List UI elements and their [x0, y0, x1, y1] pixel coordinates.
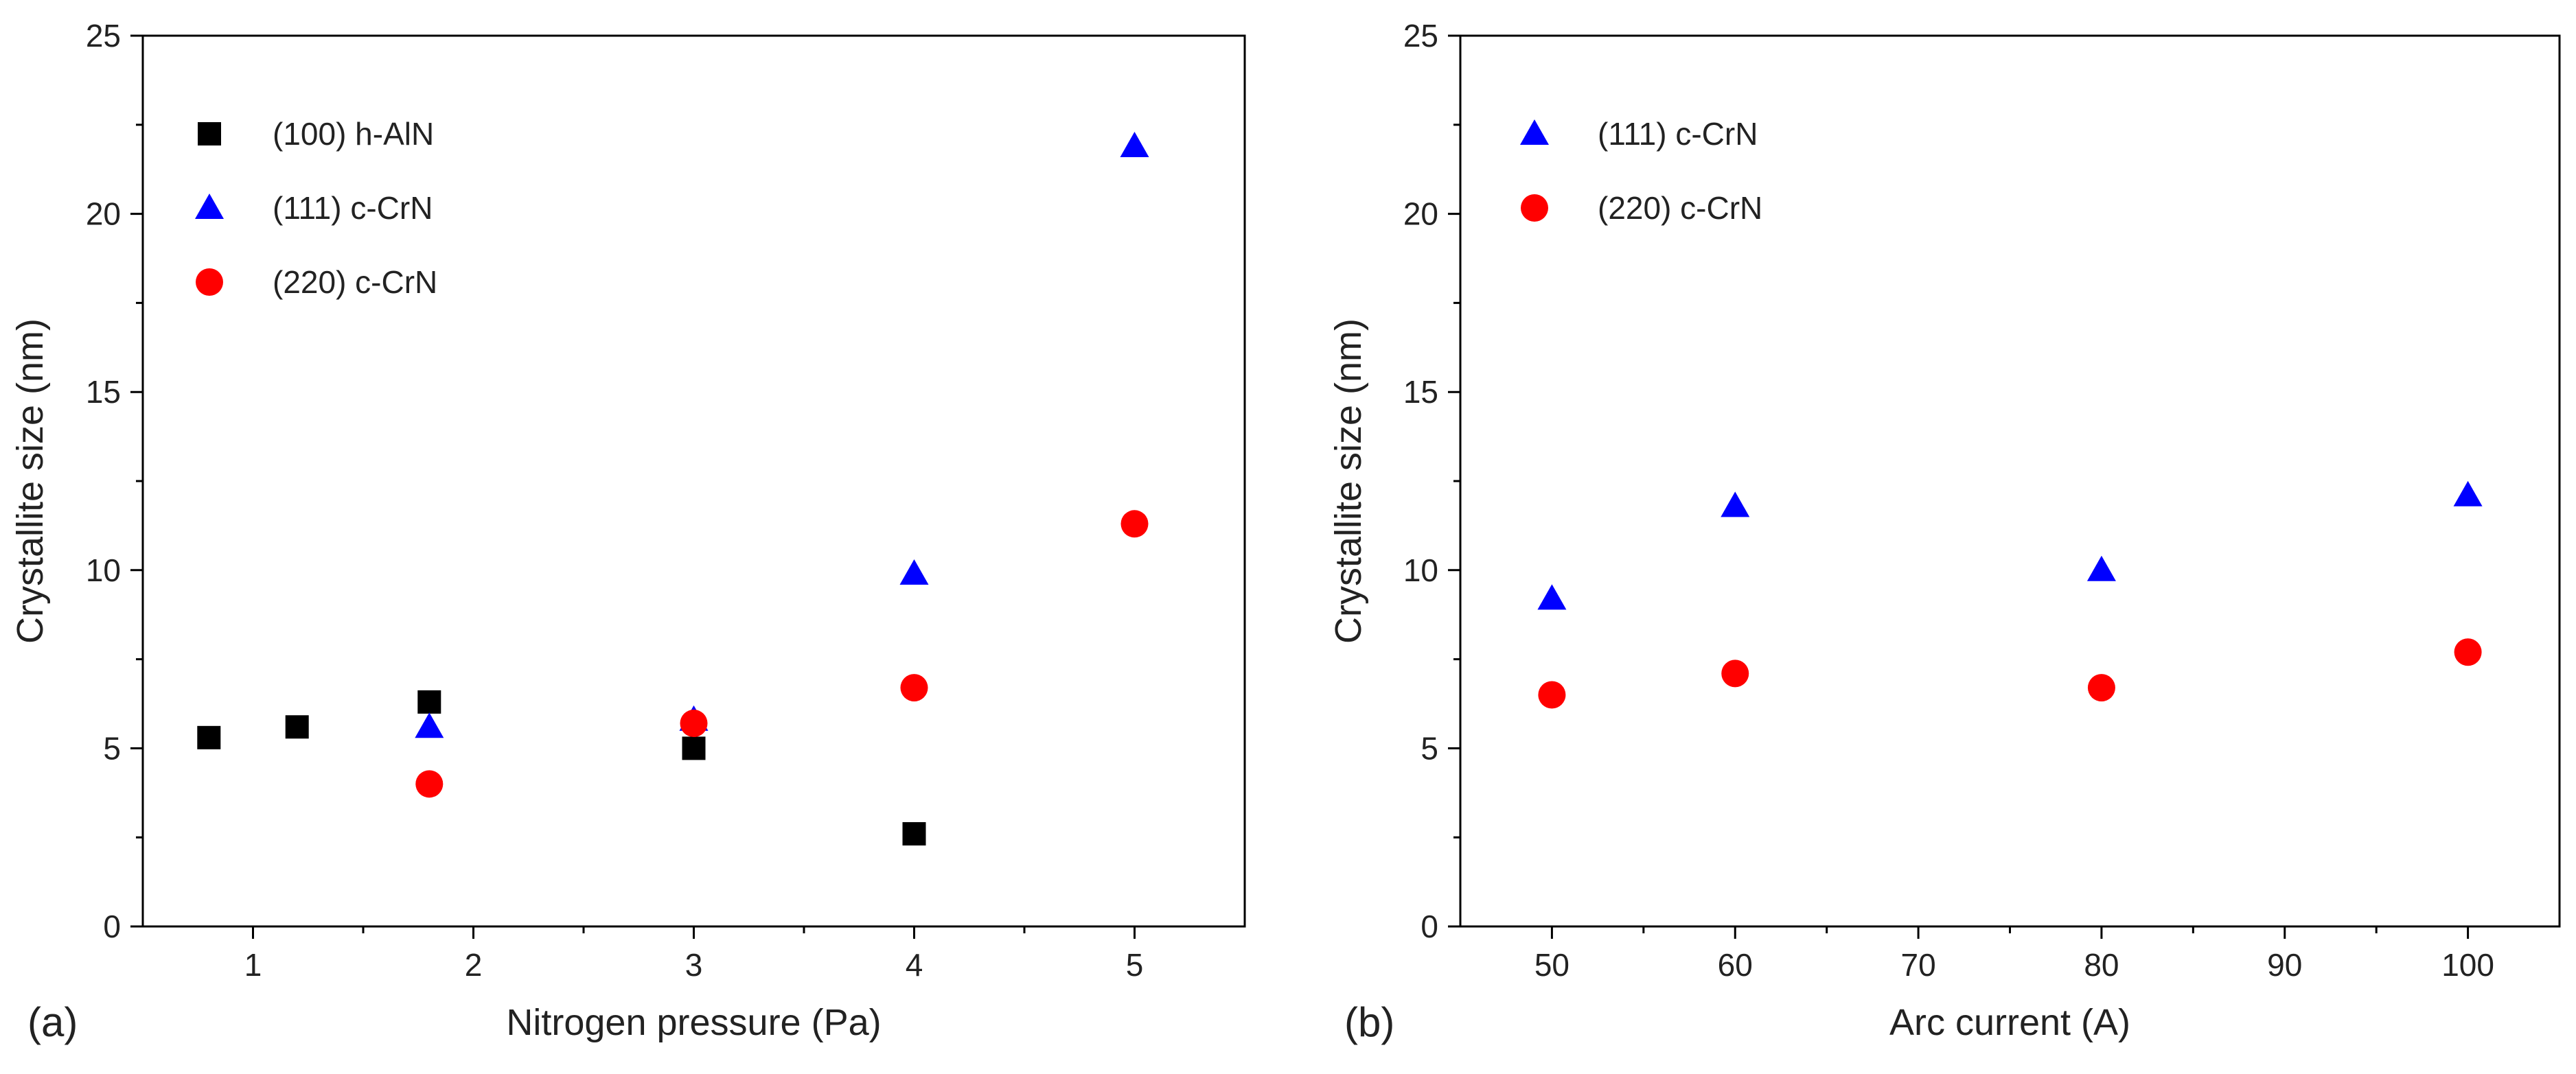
x-tick-label: 3 [685, 947, 703, 983]
y-tick-label: 5 [103, 730, 121, 766]
data-point [417, 690, 441, 714]
data-point [1120, 131, 1149, 157]
x-tick-label: 100 [2441, 947, 2494, 983]
plot-frame [1459, 34, 2561, 928]
legend-label: (220) c-CrN [273, 264, 437, 300]
legend-label: (111) c-CrN [273, 190, 433, 226]
y-tick-label: 20 [1403, 196, 1438, 232]
legend-label: (220) c-CrN [1598, 190, 1762, 226]
data-point [2086, 555, 2116, 581]
y-tick-label: 10 [1403, 552, 1438, 588]
data-point [197, 725, 221, 749]
legend-marker [1520, 119, 1549, 145]
data-point [2453, 480, 2483, 506]
x-tick-label: 70 [1900, 947, 1935, 983]
y-tick-label: 15 [86, 374, 121, 410]
data-point [1721, 659, 1749, 688]
panel-label: (b) [1344, 999, 1394, 1045]
data-point [902, 822, 926, 846]
y-axis-title: Crystallite size (nm) [10, 318, 51, 644]
data-point [1120, 510, 1149, 538]
legend-marker [198, 122, 221, 145]
data-point [899, 559, 929, 585]
y-tick-label: 5 [1421, 730, 1438, 766]
x-tick-label: 60 [1718, 947, 1753, 983]
x-axis-title: Arc current (A) [1889, 1002, 2130, 1043]
data-point [1537, 584, 1567, 610]
x-tick-label: 2 [465, 947, 483, 983]
legend-label: (111) c-CrN [1598, 116, 1758, 152]
chart-panel-a: 0 5 10 15 20 25 1 2 3 4 5 Nitrogen pressure (Pa) Cry… [10, 18, 1246, 1045]
data-point [2454, 638, 2482, 666]
data-point [415, 712, 444, 738]
panel-label: (a) [27, 999, 78, 1045]
data-point [2087, 674, 2115, 702]
y-tick-label: 25 [86, 18, 121, 54]
data-point [1721, 491, 1750, 517]
y-tick-label: 15 [1403, 374, 1438, 410]
y-tick-label: 20 [86, 196, 121, 232]
y-tick-label: 25 [1403, 18, 1438, 54]
legend-marker [196, 268, 223, 296]
x-tick-label: 1 [244, 947, 262, 983]
legend: (100) h-AlN (111) c-CrN (220) c-CrN [195, 116, 437, 300]
chart-panel-b: 0 5 10 15 20 25 50 60 70 80 90 100 Arc current (A) Cr… [1328, 18, 2561, 1045]
legend-label: (100) h-AlN [273, 116, 434, 152]
data-point [900, 674, 928, 702]
x-tick-label: 4 [906, 947, 923, 983]
data-point [680, 710, 708, 738]
data-point [285, 715, 309, 739]
y-tick-label: 0 [103, 909, 121, 944]
legend-marker [1521, 194, 1548, 222]
y-tick-label: 0 [1421, 909, 1438, 944]
legend: (111) c-CrN (220) c-CrN [1520, 116, 1762, 226]
x-axis-title: Nitrogen pressure (Pa) [506, 1002, 881, 1043]
data-point [415, 770, 444, 798]
x-tick-label: 50 [1534, 947, 1569, 983]
x-tick-label: 90 [2267, 947, 2302, 983]
x-tick-label: 80 [2084, 947, 2119, 983]
plot-frame [141, 34, 1246, 928]
y-tick-label: 10 [86, 552, 121, 588]
data-point [682, 736, 706, 760]
legend-marker [195, 194, 224, 219]
y-axis-title: Crystallite size (nm) [1328, 318, 1369, 644]
x-tick-label: 5 [1126, 947, 1144, 983]
data-point [1538, 681, 1566, 709]
